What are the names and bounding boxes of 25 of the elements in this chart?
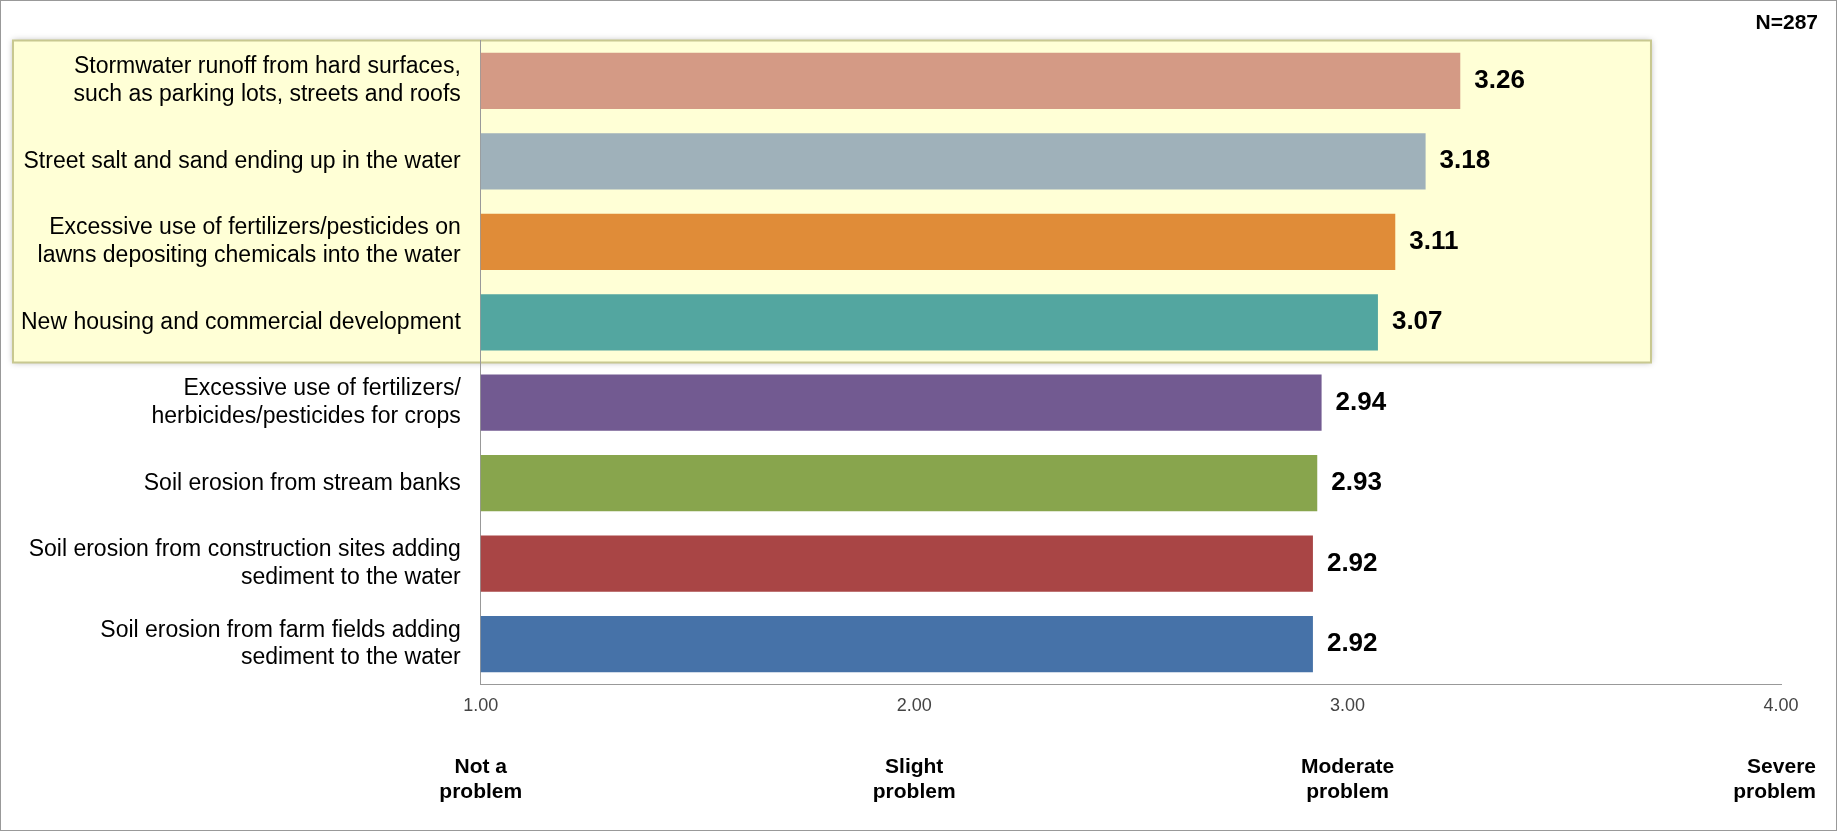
y-tick-label: New housing and commercial development — [20, 307, 462, 334]
data-label: 3.18 — [1439, 144, 1491, 175]
text: Moderate problem — [1300, 753, 1395, 802]
data-label: 2.92 — [1326, 627, 1378, 658]
data-label: 3.26 — [1474, 64, 1525, 95]
data-label: 3.11 — [1409, 224, 1459, 255]
y-tick-label: Soil erosion from stream banks — [143, 468, 461, 495]
y-tick-label: Stormwater runoff from hard surfaces, such as parking lots, streets and roofs — [73, 52, 461, 106]
x-tick-label: 1.00 — [463, 695, 499, 716]
y-tick-label: Soil erosion from construction sites adding sediment to the water — [28, 535, 462, 589]
y-tick-label: Soil erosion from farm fields adding sediment to the water — [100, 615, 462, 670]
x-tick-label: 4.00 — [1763, 695, 1799, 716]
data-label: 3.07 — [1391, 305, 1443, 336]
text: Severe problem — [1733, 753, 1816, 802]
y-tick-label: Excessive use of fertilizers/pesticides on lawns depositing chemicals into the water — [37, 213, 462, 267]
data-label: 2.93 — [1331, 466, 1382, 497]
data-label: 2.92 — [1326, 546, 1378, 577]
x-tick-label: 2.00 — [896, 695, 932, 716]
y-tick-label: Excessive use of fertilizers/ herbicides/pesticides for crops — [151, 374, 462, 428]
data-label: 2.94 — [1335, 385, 1387, 416]
text: N=287 — [1755, 10, 1818, 34]
text: Not a problem — [439, 753, 523, 802]
y-tick-label: Street salt and sand ending up in the water — [23, 146, 462, 173]
text: Slight problem — [872, 753, 956, 802]
x-tick-label: 3.00 — [1330, 695, 1366, 716]
